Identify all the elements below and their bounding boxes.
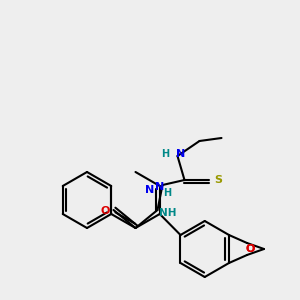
Text: O: O: [245, 244, 255, 254]
Text: H: H: [161, 149, 169, 159]
Text: N: N: [176, 149, 185, 159]
Text: O: O: [245, 244, 255, 254]
Text: NH: NH: [159, 208, 176, 218]
Text: H: H: [164, 188, 172, 198]
Text: O: O: [101, 206, 110, 216]
Text: N: N: [155, 182, 164, 192]
Text: N: N: [145, 185, 154, 195]
Text: S: S: [214, 175, 223, 185]
